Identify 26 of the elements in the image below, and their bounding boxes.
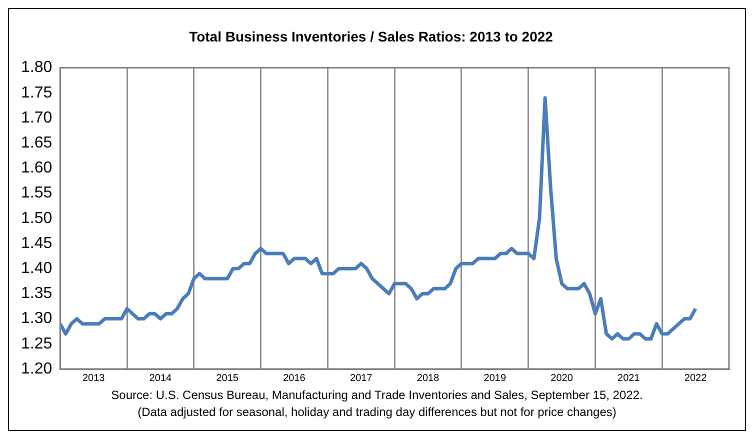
x-tick-label: 2017 xyxy=(350,372,373,384)
y-tick-label: 1.70 xyxy=(21,109,52,126)
x-tick-label: 2019 xyxy=(484,372,506,384)
text: (Data adjusted for seasonal, holiday and trading day differences but not for price changes) xyxy=(136,404,618,421)
x-tick-label: 2021 xyxy=(618,372,640,384)
chart-title: Total Business Inventories / Sales Ratios: 2013 to 2022 xyxy=(189,28,554,44)
source-note: Source: U.S. Census Bureau, Manufacturing and Trade Inventories and Sales, September 15, 2022. xyxy=(110,387,644,404)
y-tick-label: 1.30 xyxy=(21,310,52,328)
y-tick-label: 1.50 xyxy=(21,210,52,227)
x-tick-label: 2014 xyxy=(149,372,172,384)
y-tick-label: 1.35 xyxy=(21,285,52,302)
x-tick-label: 2018 xyxy=(416,372,440,384)
x-tick-label: 2020 xyxy=(550,372,574,384)
x-tick-label: 2015 xyxy=(216,372,239,384)
y-tick-label: 1.40 xyxy=(21,260,52,278)
y-tick-label: 1.80 xyxy=(21,59,52,76)
x-tick-label: 2013 xyxy=(82,372,106,384)
y-tick-label: 1.25 xyxy=(21,335,52,352)
x-tick-label: 2016 xyxy=(283,372,306,384)
y-tick-label: 1.55 xyxy=(21,184,52,202)
y-tick-label: 1.20 xyxy=(21,360,52,378)
y-tick-label: 1.65 xyxy=(21,134,52,152)
y-tick-label: 1.75 xyxy=(21,84,52,102)
y-tick-label: 1.45 xyxy=(21,234,52,252)
x-tick-label: 2022 xyxy=(684,372,708,384)
y-tick-label: 1.60 xyxy=(21,160,52,177)
